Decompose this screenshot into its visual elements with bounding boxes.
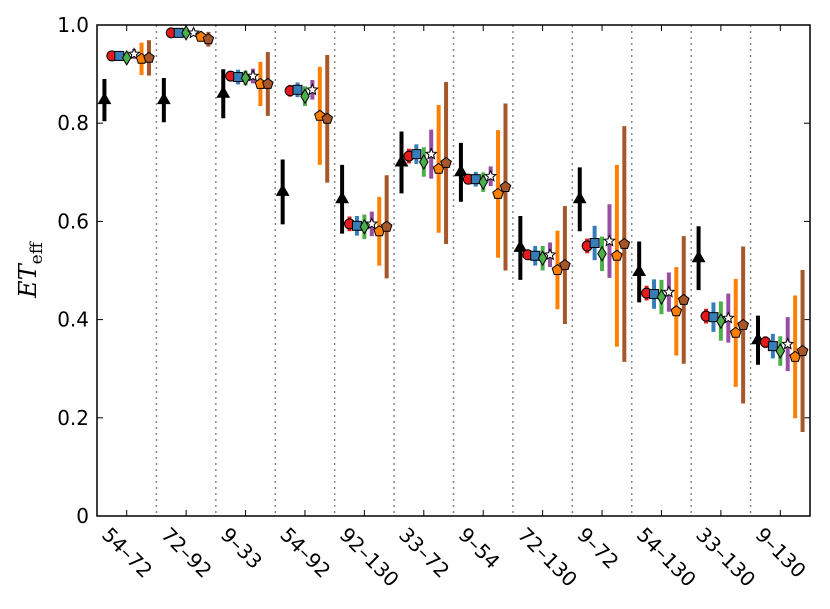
y-tick-label: 0 [76, 504, 89, 528]
marker [275, 183, 290, 196]
marker [394, 154, 409, 167]
marker [359, 218, 370, 235]
y-label-sub: eff [27, 240, 47, 264]
marker [216, 85, 231, 98]
marker [721, 311, 735, 324]
marker [440, 156, 452, 168]
marker [233, 72, 244, 83]
marker [484, 169, 498, 182]
marker [589, 238, 600, 249]
marker [419, 154, 429, 170]
marker [143, 51, 155, 63]
marker [127, 47, 141, 60]
x-tick-label: 9–54 [454, 523, 505, 574]
marker [796, 344, 809, 356]
marker [114, 50, 125, 61]
marker [424, 147, 438, 160]
x-tick-label: 72–130 [513, 523, 582, 592]
x-tick-label: 9–72 [573, 523, 624, 574]
marker [597, 245, 607, 262]
marker [559, 258, 571, 270]
y-tick-label: 0.6 [57, 209, 89, 233]
x-tick-label: 54–130 [632, 523, 701, 592]
x-tick-label: 92–130 [335, 523, 404, 592]
y-tick-label: 0.2 [57, 406, 89, 430]
marker [156, 92, 171, 105]
marker [775, 343, 786, 359]
marker [737, 318, 749, 330]
marker [618, 237, 631, 249]
marker [767, 341, 778, 352]
marker [670, 305, 683, 317]
marker [321, 112, 334, 124]
marker [543, 247, 557, 261]
marker [499, 180, 512, 192]
marker [262, 77, 274, 89]
y-tick-label: 0.4 [57, 308, 89, 332]
marker [246, 69, 260, 82]
marker [305, 82, 319, 96]
marker [351, 220, 362, 231]
x-tick-label: 33–130 [691, 523, 760, 592]
y-tick-label: 0.8 [57, 111, 89, 135]
marker [292, 84, 303, 95]
y-axis-label: ETeff [14, 240, 47, 299]
marker [454, 164, 468, 177]
marker [602, 234, 616, 247]
marker [181, 24, 191, 41]
y-label-main: ET [14, 262, 42, 299]
marker [121, 49, 132, 66]
marker [572, 191, 587, 204]
marker [611, 249, 623, 261]
x-tick-label: 9–33 [216, 523, 267, 574]
marker [513, 239, 528, 252]
marker [656, 289, 667, 305]
x-tick-label: 72–92 [157, 523, 217, 583]
marker [411, 149, 422, 160]
marker [300, 88, 310, 105]
marker [716, 313, 726, 330]
marker [632, 263, 647, 276]
x-tick-label: 54–92 [275, 523, 335, 583]
y-tick-label: 1.0 [57, 13, 89, 37]
marker [729, 326, 742, 338]
marker [478, 174, 488, 191]
marker [781, 337, 795, 350]
marker [240, 70, 251, 86]
marker [691, 250, 706, 263]
x-tick-label: 54–72 [97, 523, 157, 583]
marker [537, 250, 548, 267]
marker [677, 293, 690, 305]
marker [708, 312, 719, 323]
marker [662, 285, 676, 298]
marker [335, 191, 350, 204]
marker [380, 220, 393, 232]
plot-frame [96, 24, 811, 517]
marker [97, 92, 112, 105]
marker [365, 217, 379, 230]
marker [202, 33, 215, 45]
